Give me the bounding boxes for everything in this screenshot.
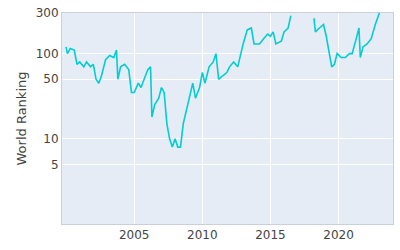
svg-text:2010: 2010 bbox=[187, 228, 218, 242]
svg-text:2020: 2020 bbox=[323, 228, 354, 242]
svg-text:2015: 2015 bbox=[255, 228, 286, 242]
svg-text:300: 300 bbox=[36, 6, 59, 20]
svg-text:2005: 2005 bbox=[119, 228, 150, 242]
svg-text:10: 10 bbox=[43, 132, 58, 146]
svg-text:World Ranking: World Ranking bbox=[14, 72, 29, 166]
svg-text:50: 50 bbox=[43, 72, 58, 86]
svg-text:100: 100 bbox=[36, 47, 59, 61]
svg-text:5: 5 bbox=[51, 158, 59, 172]
